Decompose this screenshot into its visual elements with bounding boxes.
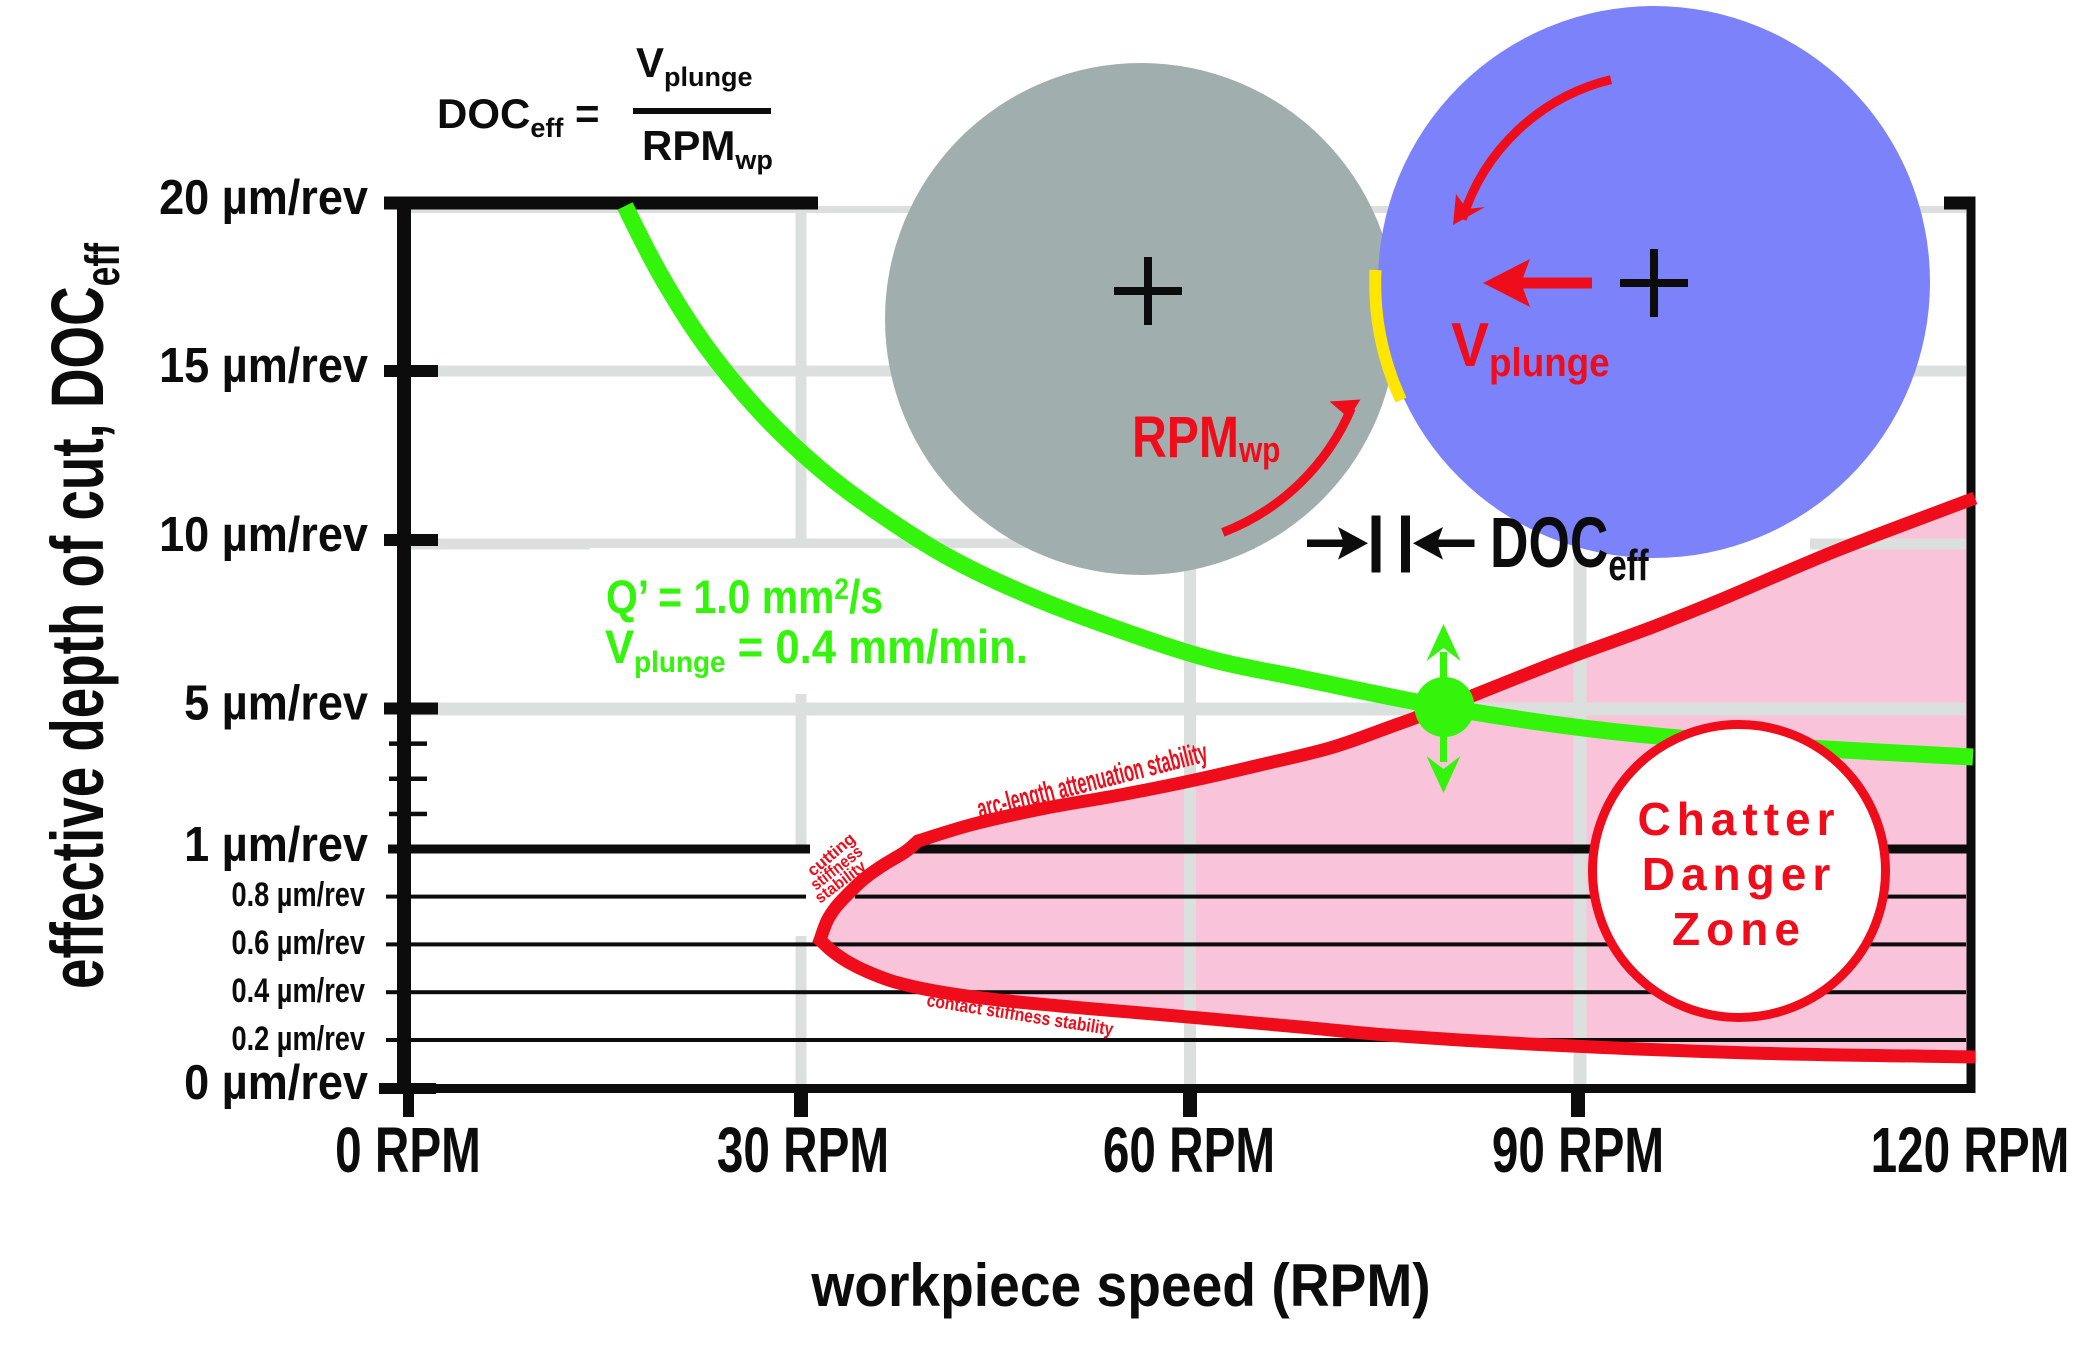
svg-text:60 RPM: 60 RPM xyxy=(1103,1114,1275,1185)
svg-text:Zone: Zone xyxy=(1672,903,1806,955)
svg-text:0 µm/rev: 0 µm/rev xyxy=(184,1054,368,1109)
svg-text:90 RPM: 90 RPM xyxy=(1492,1114,1664,1185)
svg-text:0.2 µm/rev: 0.2 µm/rev xyxy=(231,1019,365,1058)
svg-text:0.6 µm/rev: 0.6 µm/rev xyxy=(231,923,365,962)
svg-text:Danger: Danger xyxy=(1642,848,1836,900)
svg-text:1 µm/rev: 1 µm/rev xyxy=(184,816,368,871)
svg-text:5 µm/rev: 5 µm/rev xyxy=(184,675,368,730)
svg-text:15 µm/rev: 15 µm/rev xyxy=(159,337,368,392)
svg-text:Vplunge = 0.4 mm/min.: Vplunge = 0.4 mm/min. xyxy=(605,621,1028,680)
svg-text:workpiece speed (RPM): workpiece speed (RPM) xyxy=(810,1253,1430,1320)
svg-text:effective depth of cut, DOCeff: effective depth of cut, DOCeff xyxy=(36,242,129,989)
svg-text:0.8 µm/rev: 0.8 µm/rev xyxy=(231,875,365,914)
svg-text:Chatter: Chatter xyxy=(1637,793,1840,845)
svg-text:0.4 µm/rev: 0.4 µm/rev xyxy=(231,971,365,1010)
svg-text:DOCeff =: DOCeff = xyxy=(437,90,600,143)
svg-text:30 RPM: 30 RPM xyxy=(717,1114,889,1185)
svg-text:0 RPM: 0 RPM xyxy=(335,1114,481,1185)
svg-text:20 µm/rev: 20 µm/rev xyxy=(159,169,368,224)
svg-text:10 µm/rev: 10 µm/rev xyxy=(159,506,368,561)
svg-text:120 RPM: 120 RPM xyxy=(1871,1114,2070,1185)
